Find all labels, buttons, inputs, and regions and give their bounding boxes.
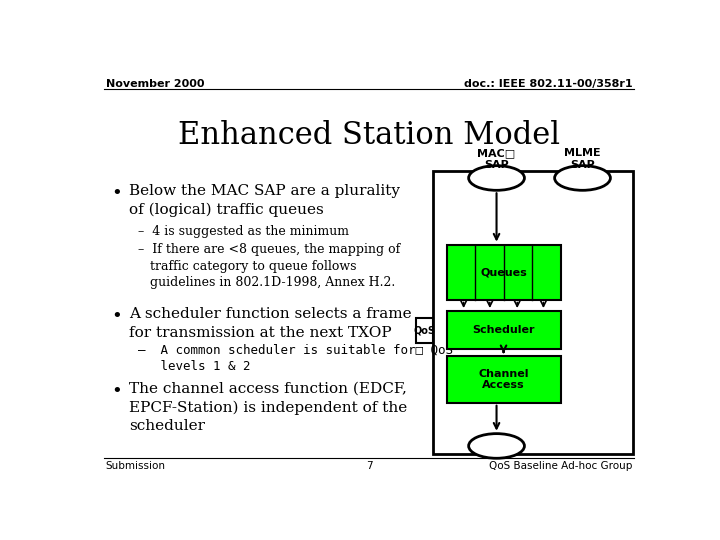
Text: 7: 7: [366, 461, 372, 471]
Text: Below the MAC SAP are a plurality
of (logical) traffic queues: Below the MAC SAP are a plurality of (lo…: [129, 184, 400, 217]
Ellipse shape: [469, 434, 524, 458]
Text: The channel access function (EDCF,
EPCF-Station) is independent of the
scheduler: The channel access function (EDCF, EPCF-…: [129, 382, 407, 434]
Text: Submission: Submission: [106, 461, 166, 471]
Text: levels 1 & 2: levels 1 & 2: [138, 361, 251, 374]
Text: QoS: QoS: [413, 325, 435, 335]
Bar: [433, 171, 632, 454]
Text: MAC□
SAP: MAC□ SAP: [477, 148, 516, 170]
Text: –  4 is suggested as the minimum: – 4 is suggested as the minimum: [138, 225, 349, 238]
Text: Scheduler: Scheduler: [472, 325, 535, 335]
Text: MLME
SAP: MLME SAP: [564, 148, 600, 170]
Text: •: •: [112, 184, 122, 202]
Text: •: •: [112, 307, 122, 325]
Text: –  A common scheduler is suitable for□ QoS: – A common scheduler is suitable for□ Qo…: [138, 343, 453, 356]
Ellipse shape: [554, 166, 611, 190]
Text: –  If there are <8 queues, the mapping of
   traffic category to queue follows
 : – If there are <8 queues, the mapping of…: [138, 244, 400, 289]
Text: Queues: Queues: [480, 267, 527, 277]
Text: •: •: [112, 382, 122, 400]
Ellipse shape: [469, 166, 524, 190]
Bar: [446, 245, 560, 300]
Bar: [446, 311, 560, 349]
Text: Channel
Access: Channel Access: [478, 369, 528, 390]
Bar: [415, 318, 433, 342]
Text: A scheduler function selects a frame
for transmission at the next TXOP: A scheduler function selects a frame for…: [129, 307, 411, 340]
Text: doc.: IEEE 802.11-00/358r1: doc.: IEEE 802.11-00/358r1: [464, 79, 632, 89]
Text: QoS Baseline Ad-hoc Group: QoS Baseline Ad-hoc Group: [489, 461, 632, 471]
Bar: [446, 356, 560, 403]
Text: Enhanced Station Model: Enhanced Station Model: [178, 120, 560, 151]
Text: November 2000: November 2000: [106, 79, 204, 89]
